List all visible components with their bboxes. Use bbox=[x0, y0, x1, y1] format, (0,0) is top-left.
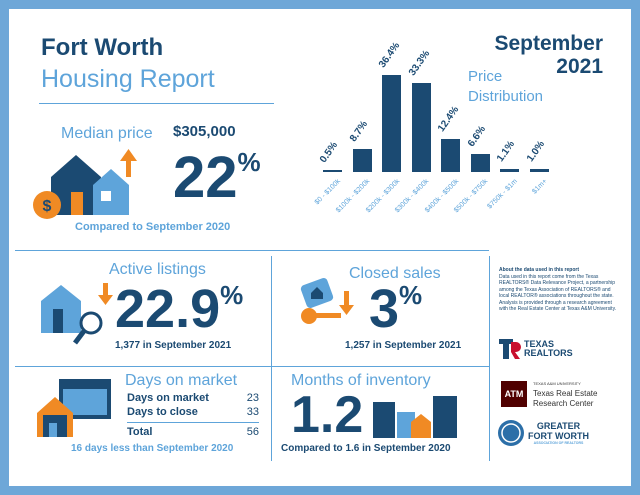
gfw-logo: GREATER FORT WORTH ASSOCIATION OF REALTORS bbox=[497, 419, 589, 447]
bar bbox=[500, 169, 519, 172]
active-change: 22.9% bbox=[115, 282, 243, 336]
days-row: Days to close 33 bbox=[127, 406, 259, 422]
days-row-label: Days on market bbox=[127, 392, 209, 404]
divider bbox=[39, 103, 274, 104]
closed-change: 3% bbox=[369, 282, 422, 336]
days-total-row: Total 56 bbox=[127, 422, 259, 438]
logo-text: ASSOCIATION OF REALTORS bbox=[533, 440, 584, 445]
days-note: 16 days less than September 2020 bbox=[71, 443, 234, 454]
days-row-label: Days to close bbox=[127, 406, 198, 418]
gfw-mark-icon bbox=[498, 420, 524, 446]
data-label: 6.6% bbox=[465, 124, 488, 150]
category-label: $750k - $1m bbox=[486, 178, 519, 211]
buildings-icon bbox=[373, 396, 457, 438]
data-label: 0.5% bbox=[317, 140, 341, 165]
about-body: Data used in this report come from the T… bbox=[499, 273, 617, 313]
inventory-note: Compared to 1.6 in September 2020 bbox=[281, 443, 451, 454]
data-label: 1.0% bbox=[524, 139, 547, 165]
data-label: 33.3% bbox=[406, 48, 432, 79]
divider bbox=[271, 256, 272, 461]
data-label: 36.4% bbox=[376, 40, 403, 70]
chart-title-2: Distribution bbox=[468, 88, 544, 105]
key-icon bbox=[300, 278, 354, 324]
logo-text: GREATER bbox=[536, 420, 581, 431]
bar bbox=[382, 75, 401, 172]
closed-label: Closed sales bbox=[349, 265, 441, 282]
active-note: 1,377 in September 2021 bbox=[115, 340, 232, 351]
percent-sign: % bbox=[237, 147, 261, 177]
days-total-label: Total bbox=[127, 426, 153, 438]
about-title: About the data used in this report bbox=[499, 267, 580, 273]
median-label: Median price bbox=[61, 125, 153, 142]
closed-note: 1,257 in September 2021 bbox=[345, 340, 462, 351]
days-row-value: 23 bbox=[246, 392, 259, 404]
days-row-value: 33 bbox=[246, 406, 259, 418]
data-label: 12.4% bbox=[435, 104, 462, 134]
logo-text: Texas Real Estate bbox=[533, 389, 598, 398]
about-box: About the data used in this report Data … bbox=[499, 267, 617, 313]
bar bbox=[470, 154, 490, 172]
house-with-magnifier-icon bbox=[41, 283, 113, 345]
report-subtitle: Housing Report bbox=[41, 65, 215, 93]
bar bbox=[323, 170, 342, 172]
days-label: Days on market bbox=[125, 372, 238, 389]
texas-realtors-mark-icon bbox=[499, 339, 521, 359]
logo-text: TEXAS A&M UNIVERSITY bbox=[533, 381, 581, 386]
calendar-house-icon bbox=[37, 379, 111, 437]
svg-text:$: $ bbox=[43, 198, 52, 215]
bar bbox=[352, 148, 372, 172]
median-change-value: 22 bbox=[173, 145, 238, 210]
inventory-value: 1.2 bbox=[291, 386, 364, 444]
tamu-logo: ATM TEXAS A&M UNIVERSITY Texas Real Estat… bbox=[501, 379, 597, 409]
percent-sign: % bbox=[399, 280, 423, 310]
bar bbox=[529, 169, 549, 172]
divider bbox=[489, 256, 490, 461]
logo-text: Research Center bbox=[533, 399, 594, 408]
data-label: 8.7% bbox=[347, 118, 370, 144]
logo-text: REALTORS bbox=[524, 348, 573, 358]
city-title: Fort Worth bbox=[41, 34, 164, 61]
chart-title-1: Price bbox=[468, 68, 503, 85]
median-value: $305,000 bbox=[173, 123, 236, 140]
closed-change-value: 3 bbox=[369, 279, 400, 339]
price-distribution-chart: 0.5% $0 - $100k 8.7% $100k - $200k 36.4% $200… bbox=[9, 9, 631, 249]
days-row: Days on market 23 bbox=[127, 392, 259, 406]
logo-text: FORT WORTH bbox=[528, 430, 589, 441]
active-label: Active listings bbox=[109, 261, 206, 278]
inventory-label: Months of inventory bbox=[291, 372, 431, 389]
category-label: $1m+ bbox=[530, 178, 549, 196]
tamu-mark-icon: ATM bbox=[501, 381, 527, 407]
divider bbox=[15, 366, 489, 367]
median-change: 22% bbox=[173, 149, 261, 207]
year: 2021 bbox=[556, 55, 603, 78]
category-label: $0 - $100k bbox=[313, 178, 342, 207]
bar bbox=[441, 138, 460, 172]
active-change-value: 22.9 bbox=[115, 279, 221, 339]
divider bbox=[15, 250, 489, 251]
logo-text: TEXAS bbox=[524, 339, 555, 349]
days-total-value: 56 bbox=[246, 426, 259, 438]
percent-sign: % bbox=[220, 280, 244, 310]
month: September bbox=[494, 32, 603, 55]
data-label: 1.1% bbox=[494, 139, 518, 165]
median-note: Compared to September 2020 bbox=[75, 221, 231, 233]
days-table: Days on market 23 Days to close 33 Total 56 bbox=[127, 392, 259, 438]
house-with-arrow-icon: $ bbox=[33, 149, 137, 219]
infographic: Fort Worth Housing Report September 2021… bbox=[9, 9, 631, 486]
texas-realtors-logo: TEXAS REALTORS bbox=[499, 339, 573, 359]
bar bbox=[411, 83, 431, 172]
